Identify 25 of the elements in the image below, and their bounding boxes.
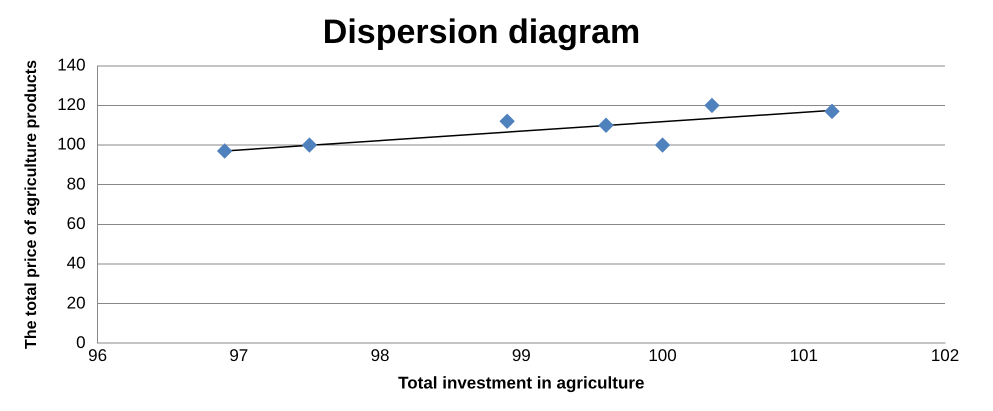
- x-tick-label: 98: [370, 346, 390, 366]
- y-tick-label: 60: [66, 214, 86, 233]
- point: [302, 138, 317, 153]
- y-tick-label: 140: [57, 55, 86, 74]
- point: [655, 138, 670, 153]
- point: [824, 104, 840, 119]
- y-axis-title: The total price of agriculture products: [23, 60, 40, 349]
- x-tick-label: 100: [648, 346, 677, 366]
- x-tick-label: 97: [229, 346, 248, 366]
- y-tick-label: 120: [57, 95, 86, 114]
- chart-title: Dispersion diagram: [322, 12, 640, 51]
- x-tick-label: 99: [512, 346, 531, 366]
- x-tick-label: 96: [88, 346, 108, 366]
- y-tick-label: 20: [66, 293, 86, 312]
- point: [704, 98, 720, 113]
- y-tick-label: 100: [57, 134, 86, 154]
- point: [217, 144, 232, 158]
- y-tick-label: 40: [66, 254, 86, 273]
- x-axis-title: Total investment in agriculture: [398, 373, 644, 392]
- y-tick-label: 80: [66, 174, 86, 194]
- point: [598, 118, 614, 133]
- x-tick-label: 102: [930, 346, 960, 366]
- point: [500, 114, 515, 129]
- y-tick-label: 0: [76, 332, 86, 352]
- x-tick-label: 101: [790, 346, 818, 366]
